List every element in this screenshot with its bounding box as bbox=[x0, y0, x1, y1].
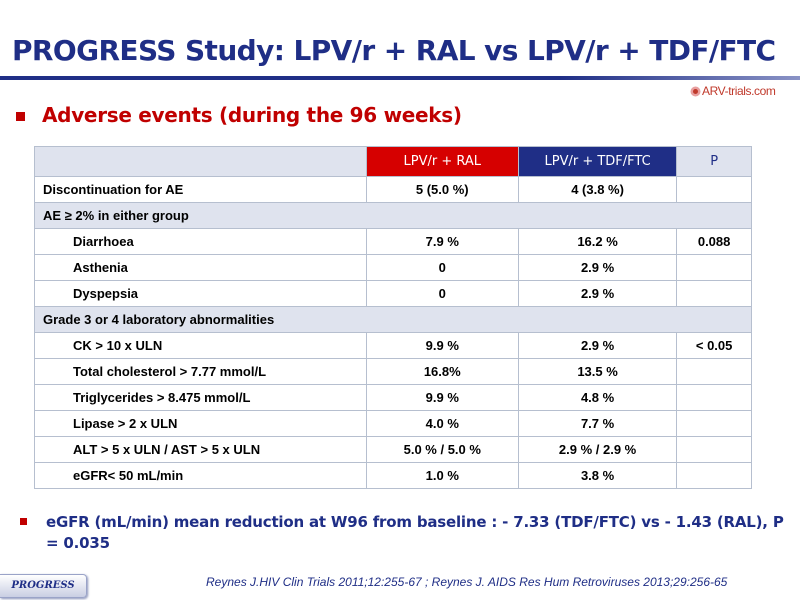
tdf-value: 2.9 % bbox=[517, 332, 678, 359]
ral-value: 0 bbox=[365, 254, 519, 281]
p-value bbox=[676, 384, 752, 411]
header-p-value: P bbox=[676, 146, 752, 177]
row-label: Total cholesterol > 7.77 mmol/L bbox=[34, 358, 367, 385]
section-label: Grade 3 or 4 laboratory abnormalities bbox=[34, 306, 752, 333]
bullet-square-icon bbox=[20, 518, 27, 525]
tdf-value: 2.9 % bbox=[517, 254, 678, 281]
tdf-value: 4.8 % bbox=[517, 384, 678, 411]
table-row: Dyspepsia 0 2.9 % bbox=[34, 280, 752, 307]
table-row: eGFR< 50 mL/min 1.0 % 3.8 % bbox=[34, 462, 752, 489]
section-label: AE ≥ 2% in either group bbox=[34, 202, 752, 229]
arv-trials-logo: ARV-trials.com bbox=[690, 84, 792, 100]
logo-text: ARV-trials.com bbox=[702, 84, 776, 98]
tdf-value: 3.8 % bbox=[517, 462, 678, 489]
table-row: Triglycerides > 8.475 mmol/L 9.9 % 4.8 % bbox=[34, 384, 752, 411]
egfr-note: eGFR (mL/min) mean reduction at W96 from… bbox=[46, 513, 784, 552]
table-row: Discontinuation for AE 5 (5.0 %) 4 (3.8 … bbox=[34, 176, 752, 203]
ral-value: 0 bbox=[365, 280, 519, 307]
tdf-value: 7.7 % bbox=[517, 410, 678, 437]
row-label: Triglycerides > 8.475 mmol/L bbox=[34, 384, 367, 411]
row-label: Discontinuation for AE bbox=[34, 176, 367, 203]
reference-citation: Reynes J.HIV Clin Trials 2011;12:255-67 … bbox=[206, 575, 728, 589]
ral-value: 16.8% bbox=[365, 358, 519, 385]
p-value bbox=[676, 358, 752, 385]
table-row: Lipase > 2 x ULN 4.0 % 7.7 % bbox=[34, 410, 752, 437]
p-value: < 0.05 bbox=[676, 332, 752, 359]
p-value bbox=[676, 410, 752, 437]
ral-value: 5 (5.0 %) bbox=[365, 176, 519, 203]
p-value: 0.088 bbox=[676, 228, 752, 255]
table-row: Asthenia 0 2.9 % bbox=[34, 254, 752, 281]
footer-tag-label: PROGRESS bbox=[11, 580, 75, 591]
header-blank-cell bbox=[34, 146, 367, 177]
row-label: Diarrhoea bbox=[34, 228, 367, 255]
header-lpvr-tdf-ftc: LPV/r + TDF/FTC bbox=[517, 146, 678, 177]
p-value bbox=[676, 176, 752, 203]
table-row: CK > 10 x ULN 9.9 % 2.9 % < 0.05 bbox=[34, 332, 752, 359]
p-value bbox=[676, 280, 752, 307]
table-row: Diarrhoea 7.9 % 16.2 % 0.088 bbox=[34, 228, 752, 255]
section-row: Grade 3 or 4 laboratory abnormalities bbox=[34, 306, 752, 333]
row-label: Asthenia bbox=[34, 254, 367, 281]
row-label: ALT > 5 x ULN / AST > 5 x ULN bbox=[34, 436, 367, 463]
bullet-square-icon bbox=[16, 112, 25, 121]
tdf-value: 2.9 % bbox=[517, 280, 678, 307]
section-row: AE ≥ 2% in either group bbox=[34, 202, 752, 229]
p-value bbox=[676, 254, 752, 281]
tdf-value: 4 (3.8 %) bbox=[517, 176, 678, 203]
tdf-value: 16.2 % bbox=[517, 228, 678, 255]
ral-value: 9.9 % bbox=[365, 384, 519, 411]
table-row: ALT > 5 x ULN / AST > 5 x ULN 5.0 % / 5.… bbox=[34, 436, 752, 463]
ral-value: 1.0 % bbox=[365, 462, 519, 489]
row-label: Dyspepsia bbox=[34, 280, 367, 307]
progress-footer-tag: PROGRESS bbox=[0, 574, 87, 598]
ral-value: 4.0 % bbox=[365, 410, 519, 437]
tdf-value: 13.5 % bbox=[517, 358, 678, 385]
p-value bbox=[676, 462, 752, 489]
ral-value: 5.0 % / 5.0 % bbox=[365, 436, 519, 463]
table-header-row: LPV/r + RAL LPV/r + TDF/FTC P bbox=[34, 146, 752, 177]
ral-value: 7.9 % bbox=[365, 228, 519, 255]
row-label: CK > 10 x ULN bbox=[34, 332, 367, 359]
adverse-events-table: LPV/r + RAL LPV/r + TDF/FTC P Discontinu… bbox=[34, 146, 752, 489]
p-value bbox=[676, 436, 752, 463]
slide-title: PROGRESS Study: LPV/r + RAL vs LPV/r + T… bbox=[12, 34, 776, 67]
ribbon-icon bbox=[690, 86, 701, 97]
ral-value: 9.9 % bbox=[365, 332, 519, 359]
header-lpvr-ral: LPV/r + RAL bbox=[365, 146, 519, 177]
row-label: Lipase > 2 x ULN bbox=[34, 410, 367, 437]
title-underline bbox=[0, 76, 800, 80]
table-row: Total cholesterol > 7.77 mmol/L 16.8% 13… bbox=[34, 358, 752, 385]
row-label: eGFR< 50 mL/min bbox=[34, 462, 367, 489]
section-subtitle: Adverse events (during the 96 weeks) bbox=[42, 103, 462, 127]
tdf-value: 2.9 % / 2.9 % bbox=[517, 436, 678, 463]
